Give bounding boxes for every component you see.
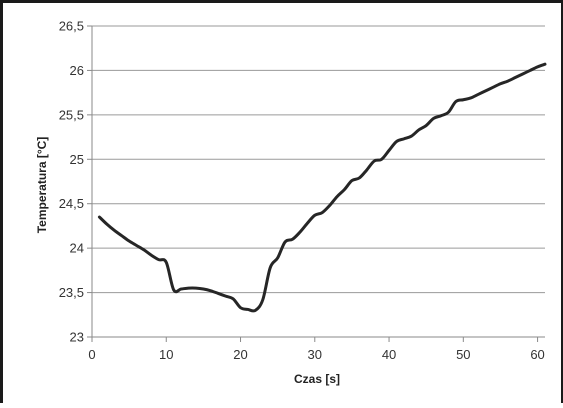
line-chart: 23 23,5 24 24,5 25 25,5 26 26,5 0 10 20 30 40 50 60 Te… [35,19,547,386]
data-point [135,244,137,246]
x-tick-label: 0 [88,347,95,362]
data-point [314,214,316,216]
data-point [276,257,278,259]
data-point [195,287,197,289]
data-point [366,169,368,171]
data-point [291,238,293,240]
data-point [180,288,182,290]
data-point [484,90,486,92]
data-point [158,258,160,260]
gridlines [92,25,545,294]
data-point [202,288,204,290]
data-point [507,80,509,82]
data-point [529,69,531,71]
data-point [106,223,108,225]
data-point [328,204,330,206]
data-point [440,115,442,117]
x-tick-label: 20 [233,347,247,362]
data-point [514,76,516,78]
data-point [432,117,434,119]
data-point [462,99,464,101]
data-point [544,63,546,65]
data-point [418,129,420,131]
y-tick-label: 25,5 [59,107,84,122]
x-tick-label: 60 [530,347,544,362]
data-point [232,298,234,300]
data-point [455,100,457,102]
data-point [187,287,189,289]
data-point [306,222,308,224]
data-point [143,249,145,251]
x-tick-label: 30 [308,347,322,362]
data-point [492,86,494,88]
data-point [269,266,271,268]
y-tick-label: 26 [70,63,84,78]
data-point [447,111,449,113]
data-point [499,83,501,85]
data-point [395,140,397,142]
data-point [172,289,174,291]
data-point [343,188,345,190]
data-series [97,62,547,313]
data-point [351,179,353,181]
tick-labels: 23 23,5 24 24,5 25 25,5 26 26,5 0 10 20 30 40 50 60 [59,19,545,363]
data-point [380,158,382,160]
x-tick-label: 40 [382,347,396,362]
data-point [224,295,226,297]
x-axis-title: Czas [s] [294,372,340,386]
data-point [336,195,338,197]
data-point [358,177,360,179]
axes [87,25,545,342]
y-tick-label: 24,5 [59,196,84,211]
data-point [239,306,241,308]
data-point [150,254,152,256]
y-tick-label: 23 [70,330,84,345]
y-axis-title: Temperatura [°C] [35,137,49,234]
data-point [373,160,375,162]
y-tick-label: 23,5 [59,285,84,300]
data-point [388,149,390,151]
y-tick-label: 26,5 [59,19,84,34]
y-tick-label: 25 [70,152,84,167]
data-point [121,235,123,237]
data-point [403,138,405,140]
data-point [284,241,286,243]
data-point [522,73,524,75]
series-line [97,62,547,313]
data-point [247,308,249,310]
data-point [477,93,479,95]
data-point [425,124,427,126]
data-point [299,231,301,233]
data-point [262,298,264,300]
data-point [254,309,256,311]
data-point [321,211,323,213]
data-point [470,97,472,99]
data-point [210,290,212,292]
data-point [128,240,130,242]
data-point [410,135,412,137]
data-point [536,66,538,68]
data-point [165,261,167,263]
x-tick-label: 50 [456,347,470,362]
data-point [98,216,100,218]
x-tick-label: 10 [159,347,173,362]
y-tick-label: 24 [70,241,84,256]
data-point [113,229,115,231]
data-point [217,292,219,294]
